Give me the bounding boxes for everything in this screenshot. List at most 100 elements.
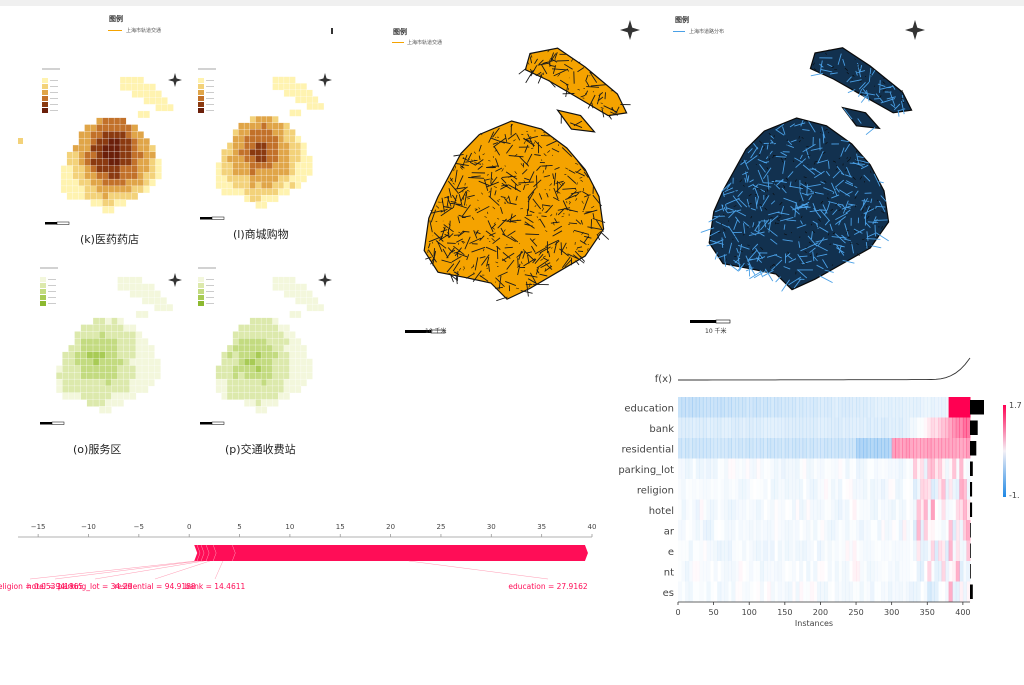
heatmap-cell bbox=[289, 290, 296, 298]
heatmap-cell bbox=[923, 540, 928, 561]
heatmap-cell bbox=[283, 283, 291, 291]
heatmap-cell bbox=[125, 138, 133, 146]
heatmap-cell bbox=[727, 520, 732, 541]
heatmap-cell bbox=[838, 520, 842, 541]
heatmap-cell bbox=[255, 135, 262, 143]
heatmap-cell bbox=[870, 479, 875, 500]
heatmap-cell bbox=[272, 344, 279, 353]
blue-legend-line bbox=[673, 31, 685, 32]
heatmap-cell bbox=[799, 561, 804, 582]
heatmap-cell bbox=[778, 500, 782, 521]
blue-legend-title: 图例 bbox=[675, 16, 689, 24]
heatmap-cell bbox=[149, 97, 156, 105]
heatmap-cell bbox=[143, 144, 150, 153]
heatmap-cell bbox=[678, 541, 682, 562]
heatmap-cell bbox=[927, 397, 932, 418]
heatmap-cell bbox=[80, 378, 88, 387]
heatmap-cell bbox=[300, 155, 308, 163]
heatmap-cell bbox=[873, 397, 878, 418]
heatmap-cell bbox=[777, 417, 782, 438]
heatmap-cell bbox=[685, 541, 689, 562]
legend-swatch bbox=[42, 102, 48, 107]
heatmap-cell bbox=[941, 499, 946, 520]
heatmap-cell bbox=[295, 310, 302, 319]
compass-icon bbox=[168, 278, 182, 282]
heatmap-cell bbox=[759, 561, 764, 582]
heatmap-cell bbox=[283, 290, 291, 298]
heatmap-cell bbox=[312, 303, 319, 312]
heatmap-cell bbox=[813, 561, 818, 582]
heatmap-cell bbox=[678, 479, 682, 500]
heatmap-cell bbox=[727, 438, 732, 459]
heatmap-cell bbox=[249, 351, 256, 360]
heatmap-cell bbox=[756, 540, 761, 561]
heatmap-cell bbox=[881, 438, 886, 459]
land-shape bbox=[423, 120, 605, 300]
heatmap-cell bbox=[125, 151, 133, 160]
heatmap-cell bbox=[72, 172, 80, 180]
importance-bar-residential bbox=[970, 441, 977, 456]
heatmap-cell bbox=[260, 201, 268, 209]
heatmap-cell bbox=[838, 438, 843, 459]
heatmap-cell bbox=[289, 142, 296, 150]
heatmap-cell bbox=[899, 561, 903, 582]
heatmap-cell bbox=[916, 561, 921, 582]
heatmap-cell bbox=[692, 479, 696, 500]
heatmap-cell bbox=[824, 581, 829, 602]
heatmap-cell bbox=[108, 138, 115, 146]
scale-bar-segment bbox=[430, 329, 446, 334]
heatmap-cell bbox=[306, 358, 313, 366]
heatmap-panel-1 bbox=[198, 68, 332, 220]
heatmap-cell bbox=[96, 158, 103, 166]
heatmap-cell bbox=[759, 581, 764, 602]
heatmap-cell bbox=[141, 290, 149, 298]
heatmap-cell bbox=[816, 397, 821, 418]
heatmap-cell bbox=[774, 520, 778, 541]
heatmap-cell bbox=[306, 162, 313, 170]
heatmap-cell bbox=[135, 310, 143, 319]
heatmap-cell bbox=[119, 185, 127, 194]
heatmap-cell bbox=[745, 417, 750, 438]
heatmap-cell bbox=[746, 541, 750, 562]
heatmap-cell bbox=[777, 438, 782, 459]
heatmap-cell bbox=[238, 129, 245, 137]
heatmap-cell bbox=[774, 438, 779, 459]
heatmap-cell bbox=[102, 185, 109, 194]
heatmap-cell bbox=[111, 365, 118, 373]
heatmap-cell bbox=[249, 162, 256, 170]
heatmap-cell bbox=[863, 458, 868, 479]
heatmap-cell bbox=[920, 540, 925, 561]
heatmap-cell bbox=[90, 199, 97, 207]
heatmap-cell bbox=[710, 561, 714, 582]
heatmap-cell bbox=[767, 520, 772, 541]
heatmap-cell bbox=[86, 365, 94, 373]
heatmap-panel-2 bbox=[40, 267, 182, 425]
heatmap-cell bbox=[913, 438, 918, 459]
heatmap-cell bbox=[105, 338, 112, 346]
heatmap-cell bbox=[117, 283, 125, 291]
heatmap-cell bbox=[867, 479, 871, 500]
heatmap-cell bbox=[125, 185, 133, 194]
heatmap-cell bbox=[696, 561, 700, 582]
heatmap-cell bbox=[938, 458, 943, 479]
heatmap-cell bbox=[920, 582, 924, 603]
heatmap-cell bbox=[295, 344, 302, 353]
heatmap-cell bbox=[941, 479, 946, 500]
heatmap-cell bbox=[699, 520, 703, 541]
heatmap-cell bbox=[916, 540, 921, 561]
force-segment-education bbox=[232, 545, 588, 561]
heatmap-cell bbox=[123, 392, 131, 400]
heatmap-cell bbox=[102, 206, 109, 214]
heatmap-cell bbox=[260, 324, 268, 332]
heatmap-cell bbox=[713, 397, 718, 418]
heatmap-cell bbox=[763, 479, 768, 500]
heatmap-cell bbox=[678, 561, 682, 582]
heatmap-cell bbox=[68, 392, 75, 400]
heatmap-cell bbox=[685, 458, 690, 479]
heatmap-cell bbox=[792, 438, 797, 459]
heatmap-cell bbox=[717, 581, 722, 602]
importance-bar-bar bbox=[970, 523, 971, 538]
heatmap-cell bbox=[802, 397, 807, 418]
heatmap-cell bbox=[243, 148, 251, 157]
heatmap-cell bbox=[788, 397, 793, 418]
